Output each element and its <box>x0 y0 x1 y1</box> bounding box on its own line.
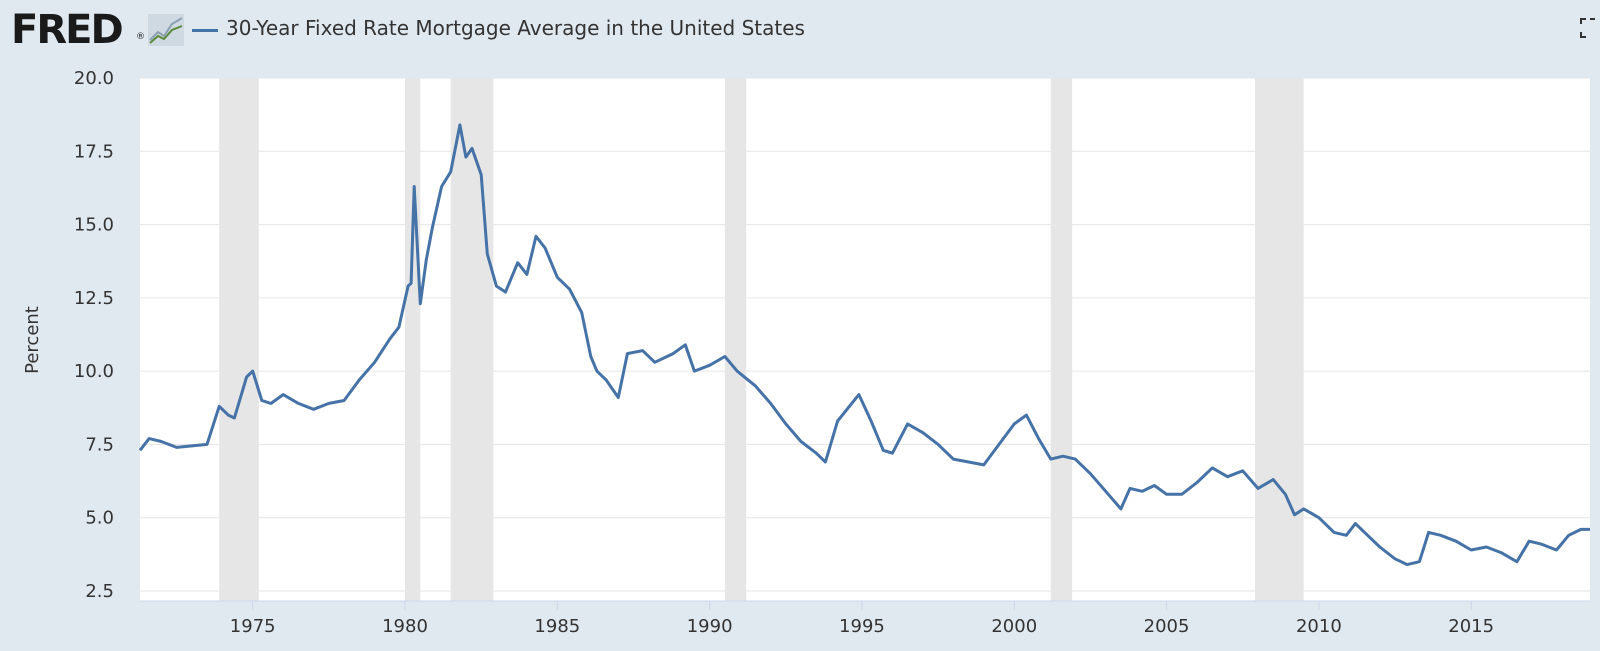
line-chart-icon <box>148 14 184 46</box>
x-tick-label: 2015 <box>1448 616 1494 637</box>
recession-band <box>219 78 259 601</box>
y-tick-label: 17.5 <box>74 141 114 162</box>
recession-bands <box>219 78 1304 601</box>
series-line <box>138 123 1590 567</box>
recession-band <box>1050 78 1073 601</box>
x-tick-label: 2010 <box>1296 616 1342 637</box>
y-tick-label: 2.5 <box>85 581 114 602</box>
x-tick-label: 1990 <box>687 616 733 637</box>
chart-title[interactable]: 30-Year Fixed Rate Mortgage Average in t… <box>226 16 805 40</box>
plot-background <box>140 78 1590 601</box>
x-tick-label: 1975 <box>230 616 276 637</box>
y-tick-label: 20.0 <box>74 68 114 89</box>
y-tick-label: 12.5 <box>74 288 114 309</box>
recession-band <box>1254 78 1304 601</box>
x-tick-label: 1980 <box>382 616 428 637</box>
y-axis-label: Percent <box>22 306 43 374</box>
grid-lines <box>140 77 1590 592</box>
y-tick-label: 7.5 <box>85 434 114 455</box>
y-tick-label: 5.0 <box>85 508 114 529</box>
legend-line-swatch <box>192 29 218 32</box>
x-tick-label: 2000 <box>991 616 1037 637</box>
registered-mark: ® <box>136 32 145 42</box>
fullscreen-icon[interactable] <box>1580 18 1596 38</box>
recession-band <box>450 78 494 601</box>
x-axis-ticks: 1975 1980 1985 1990 1995 2000 2005 2010 2015 <box>230 601 1494 637</box>
x-tick-label: 1985 <box>534 616 580 637</box>
y-axis-ticks: 2.5 5.0 7.5 10.0 12.5 15.0 17.5 20.0 <box>74 68 114 602</box>
recession-band <box>405 78 421 601</box>
y-tick-label: 10.0 <box>74 361 114 382</box>
y-tick-label: 15.0 <box>74 215 114 236</box>
fred-logo[interactable]: FRED <box>11 7 124 53</box>
recession-band <box>724 78 747 601</box>
x-tick-label: 1995 <box>839 616 885 637</box>
x-tick-label: 2005 <box>1144 616 1190 637</box>
chart-header: FRED ® 30-Year Fixed Rate Mortgage Avera… <box>0 0 1600 60</box>
